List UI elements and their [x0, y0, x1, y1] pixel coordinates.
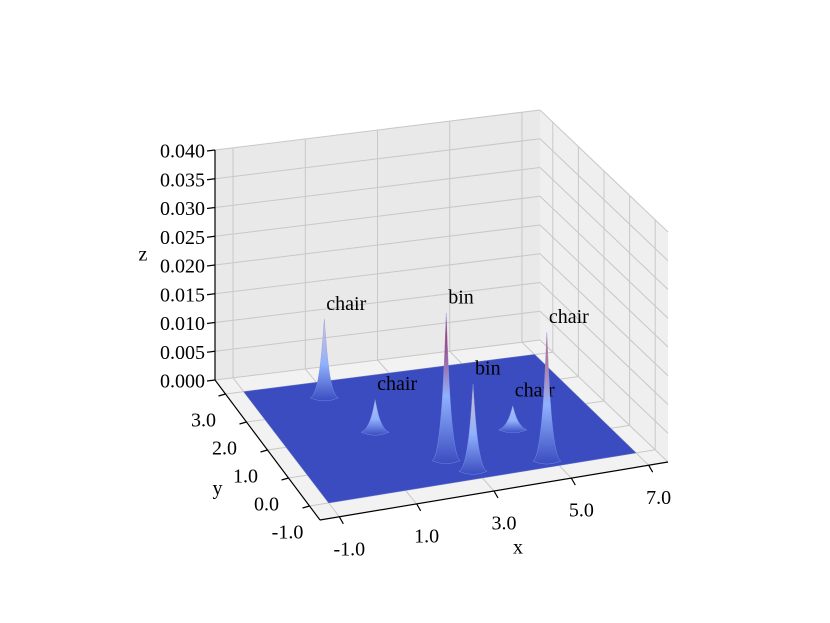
z-tick	[206, 293, 216, 296]
grid-line	[214, 282, 541, 323]
peak	[458, 384, 488, 475]
x-tick-label: -1.0	[333, 538, 365, 560]
y-tick	[302, 505, 310, 509]
y-tick-label: -1.0	[272, 522, 304, 544]
x-tick	[493, 490, 499, 499]
peak-label: bin	[475, 358, 501, 380]
z-tick-label: 0.020	[160, 256, 205, 278]
grid-line	[214, 195, 541, 237]
grid-line	[214, 138, 541, 180]
x-tick	[416, 503, 422, 512]
grid-line	[539, 195, 669, 319]
grid-line	[539, 253, 669, 377]
peak-label: chair	[377, 373, 417, 395]
grid-line	[539, 109, 669, 233]
grid-line	[214, 109, 541, 151]
z-tick-label: 0.005	[160, 342, 205, 364]
z-tick-label: 0.000	[160, 371, 205, 393]
grid-line	[214, 224, 541, 266]
z-tick	[206, 178, 216, 181]
y-tick-label: 2.0	[212, 438, 237, 460]
grid-line	[214, 167, 541, 208]
z-tick-label: 0.025	[160, 227, 205, 249]
x-tick-label: 7.0	[646, 487, 671, 509]
grid-line	[539, 282, 669, 405]
grid-line	[214, 253, 541, 295]
y-tick	[281, 477, 289, 481]
x-axis-label: x	[513, 537, 523, 559]
y-tick-label: 1.0	[233, 466, 258, 488]
peak	[309, 319, 339, 402]
x-tick-label: 1.0	[414, 525, 439, 547]
y-tick-label: 0.0	[254, 494, 279, 516]
y-tick-label: 3.0	[191, 410, 216, 432]
x-tick	[570, 477, 576, 486]
x-tick-label: 3.0	[492, 513, 517, 535]
peak	[532, 332, 562, 465]
z-tick-label: 0.010	[160, 313, 205, 335]
grid-line	[539, 167, 669, 290]
y-tick	[260, 449, 268, 453]
grid-line	[214, 310, 541, 352]
z-tick	[206, 235, 216, 238]
x-tick-label: 5.0	[569, 500, 594, 522]
y-tick	[218, 393, 226, 397]
peak	[498, 405, 528, 434]
z-tick	[206, 149, 216, 152]
z-tick	[206, 379, 216, 382]
peak	[360, 399, 390, 436]
grid-line	[539, 339, 669, 463]
peak-label: chair	[549, 306, 589, 328]
z-tick	[206, 206, 216, 210]
x-tick	[338, 516, 344, 525]
z-tick-label: 0.030	[160, 198, 205, 220]
z-tick	[206, 321, 216, 325]
x-tick	[648, 464, 654, 473]
z-tick	[206, 350, 216, 353]
grid-line	[539, 224, 669, 348]
z-axis-label: z	[139, 244, 148, 266]
peak-label: chair	[326, 293, 366, 315]
z-tick-label: 0.015	[160, 284, 205, 306]
y-tick	[239, 421, 247, 425]
axes: -1.0 1.0 3.0 5.0 7.0 -1.0 0.0 1.0 2.0 3.0 0.000 0.0…	[139, 141, 672, 561]
grid-line	[539, 138, 669, 262]
grid-line	[214, 339, 541, 381]
grid-line	[539, 310, 669, 434]
z-tick	[206, 264, 216, 267]
z-tick-label: 0.040	[160, 141, 205, 163]
y-axis-label: y	[213, 478, 223, 500]
peak	[431, 312, 461, 464]
peak-label: bin	[448, 287, 474, 309]
z-tick-label: 0.035	[160, 169, 205, 191]
